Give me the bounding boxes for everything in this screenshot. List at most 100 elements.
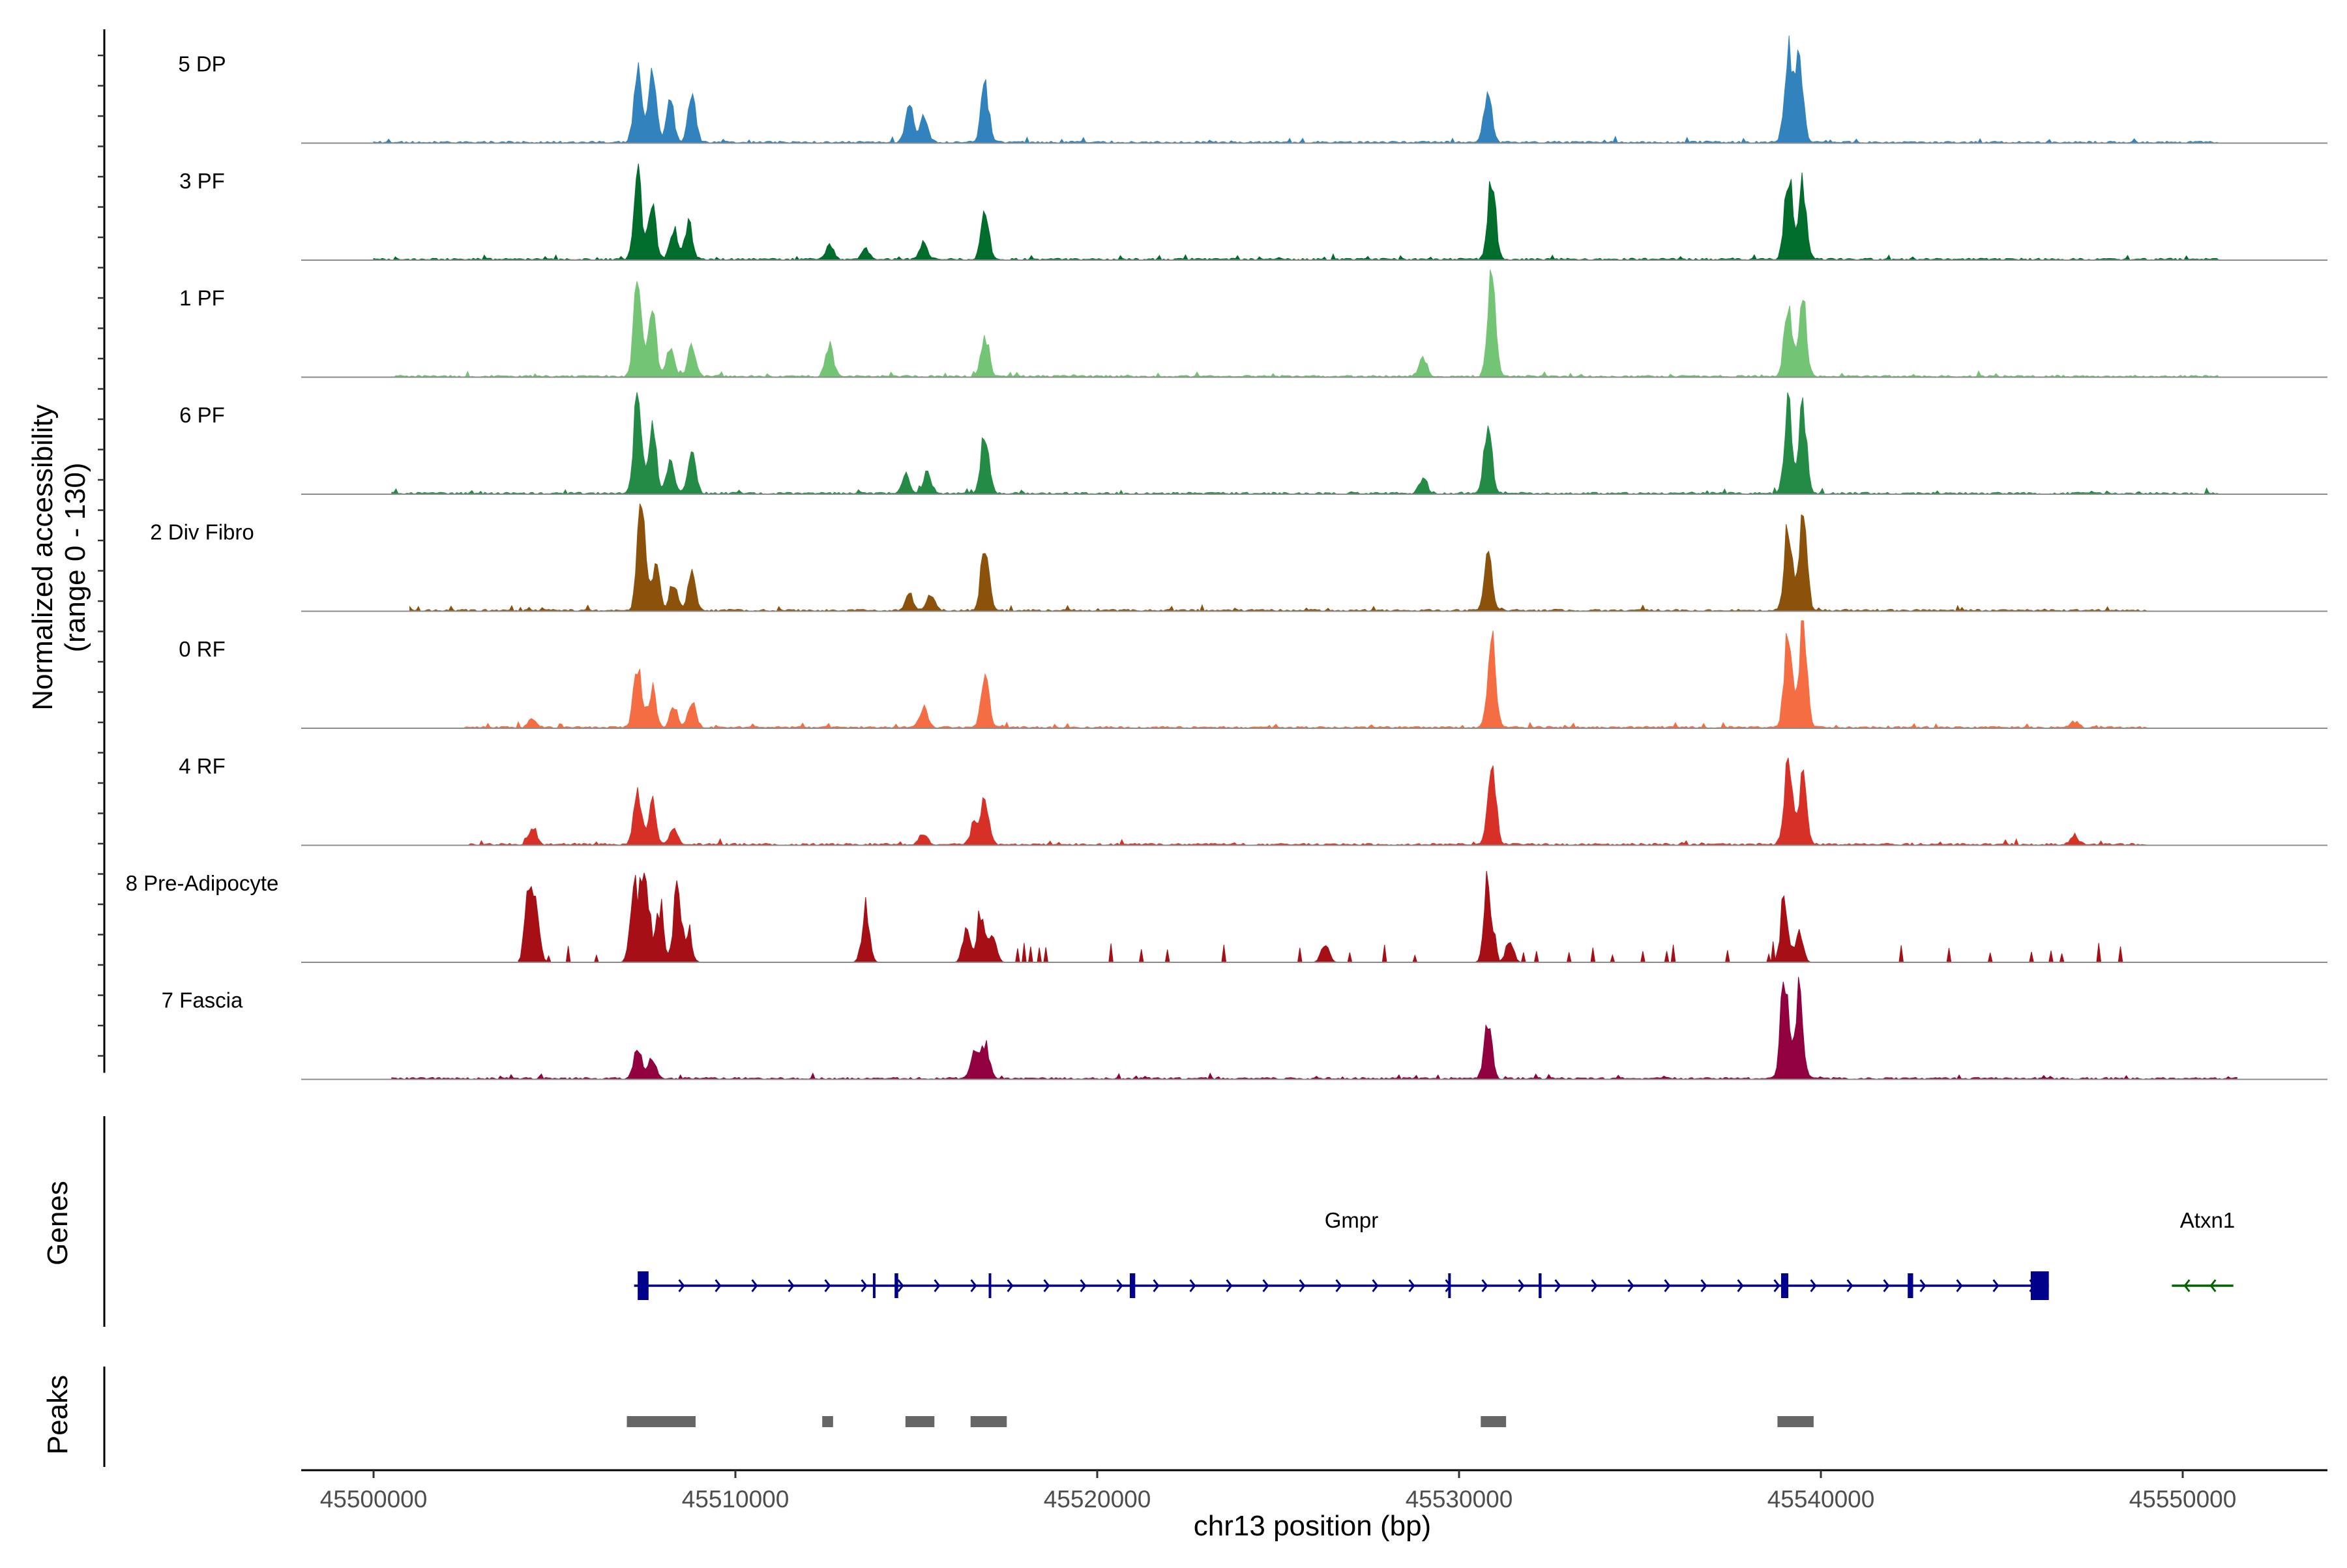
genes-track-title: Genes (42, 1181, 74, 1265)
track-label: 2 Div Fibro (150, 520, 254, 544)
gene-label: Gmpr (1325, 1208, 1379, 1232)
gene-exon (2030, 1271, 2049, 1300)
strand-arrow (1591, 1279, 1598, 1292)
strand-arrow (1700, 1279, 1707, 1292)
strand-arrow (1518, 1279, 1525, 1292)
gene-exon (872, 1273, 876, 1298)
strand-arrow (1262, 1279, 1269, 1292)
coverage-track: 5 DP (178, 35, 2327, 144)
strand-arrow (715, 1279, 722, 1292)
strand-arrow (2183, 1279, 2191, 1292)
gene-exon (1780, 1273, 1789, 1298)
x-tick-label: 45540000 (1767, 1486, 1875, 1513)
gene-exon (988, 1273, 992, 1298)
coverage-track: 1 PF (179, 269, 2327, 378)
gene-model: Atxn1 (2172, 1208, 2235, 1292)
coverage-track: 7 Fascia (162, 977, 2327, 1080)
x-axis: 45500000 45510000 45520000 45530000 45540000… (301, 1469, 2327, 1513)
strand-arrow (1627, 1279, 1634, 1292)
strand-arrow (1846, 1279, 1853, 1292)
coverage-track: 4 RF (179, 754, 2327, 846)
strand-arrow (1554, 1279, 1561, 1292)
strand-arrow (1664, 1279, 1671, 1292)
peak-region (905, 1416, 935, 1427)
coverage-track: 3 PF (179, 163, 2327, 261)
strand-arrow (1116, 1279, 1123, 1292)
strand-arrow (1080, 1279, 1087, 1292)
gene-exon (1908, 1273, 1913, 1298)
gene-exon (894, 1273, 898, 1298)
y-axis-title-line2: (range 0 - 130) (59, 462, 91, 652)
gene-exon (1539, 1273, 1542, 1298)
x-tick-label: 45550000 (2129, 1486, 2237, 1513)
coverage-left-axis (98, 29, 106, 1073)
strand-arrow (1773, 1279, 1780, 1292)
track-label: 4 RF (179, 754, 226, 778)
strand-arrow (1226, 1279, 1233, 1292)
strand-arrow (897, 1279, 904, 1292)
strand-arrow (934, 1279, 941, 1292)
peaks-track-title: Peaks (42, 1375, 74, 1455)
strand-arrow (1481, 1279, 1488, 1292)
strand-arrow (1919, 1279, 1926, 1292)
strand-arrow (1810, 1279, 1817, 1292)
gene-exon (638, 1271, 649, 1300)
coverage-area (464, 620, 2147, 729)
track-label: 0 RF (179, 637, 226, 661)
x-tick-label: 45530000 (1406, 1486, 1513, 1513)
strand-arrow (2209, 1279, 2217, 1292)
peak-region (1777, 1416, 1814, 1427)
track-label: 5 DP (178, 52, 226, 76)
strand-arrow (751, 1279, 758, 1292)
x-tick-label: 45510000 (682, 1486, 790, 1513)
coverage-area (409, 503, 2147, 612)
strand-arrow (1189, 1279, 1196, 1292)
y-axis-title-line1: Normalized accessibility (27, 404, 59, 710)
coverage-track: 2 Div Fibro (150, 503, 2327, 612)
strand-arrow (861, 1279, 868, 1292)
track-label: 1 PF (179, 286, 225, 310)
x-axis-title: chr13 position (bp) (1194, 1510, 1431, 1542)
x-tick-label: 45520000 (1044, 1486, 1151, 1513)
strand-arrow (1007, 1279, 1014, 1292)
coverage-track: 6 PF (179, 392, 2327, 495)
strand-arrow (1992, 1279, 2000, 1292)
peak-region (627, 1416, 696, 1427)
strand-arrow (1737, 1279, 1744, 1292)
gene-exon (1129, 1273, 1136, 1298)
coverage-tracks: 5 DP 3 PF 1 PF 6 PF 2 Div Fibro 0 RF 4 RF 8 Pre… (126, 35, 2327, 1080)
coverage-area (464, 758, 2147, 846)
track-label: 6 PF (179, 403, 225, 427)
coverage-track: 0 RF (179, 620, 2327, 729)
peak-region (970, 1416, 1007, 1427)
coverage-area (373, 35, 2219, 144)
coverage-area (373, 163, 2219, 261)
strand-arrow (1956, 1279, 1963, 1292)
strand-arrow (1335, 1279, 1342, 1292)
genes-track: Gmpr Atxn1 (103, 1116, 2235, 1327)
track-label: 8 Pre-Adipocyte (126, 871, 279, 895)
strand-arrow (678, 1279, 685, 1292)
strand-arrow (1153, 1279, 1160, 1292)
strand-arrow (1299, 1279, 1306, 1292)
coverage-track: 8 Pre-Adipocyte (126, 870, 2327, 963)
peak-region (822, 1416, 833, 1427)
gene-exon (1448, 1273, 1451, 1298)
strand-arrow (788, 1279, 795, 1292)
coverage-area (391, 977, 2237, 1080)
gene-model: Gmpr (634, 1208, 2049, 1300)
track-label: 3 PF (179, 169, 225, 193)
strand-arrow (1043, 1279, 1050, 1292)
peak-region (1481, 1416, 1507, 1427)
gene-label: Atxn1 (2180, 1208, 2235, 1232)
strand-arrow (1883, 1279, 1890, 1292)
strand-arrow (1372, 1279, 1379, 1292)
strand-arrow (824, 1279, 831, 1292)
track-label: 7 Fascia (162, 988, 243, 1013)
x-tick-label: 45500000 (320, 1486, 428, 1513)
peaks-track (103, 1367, 1814, 1467)
strand-arrow (970, 1279, 977, 1292)
coverage-area (391, 392, 2221, 495)
